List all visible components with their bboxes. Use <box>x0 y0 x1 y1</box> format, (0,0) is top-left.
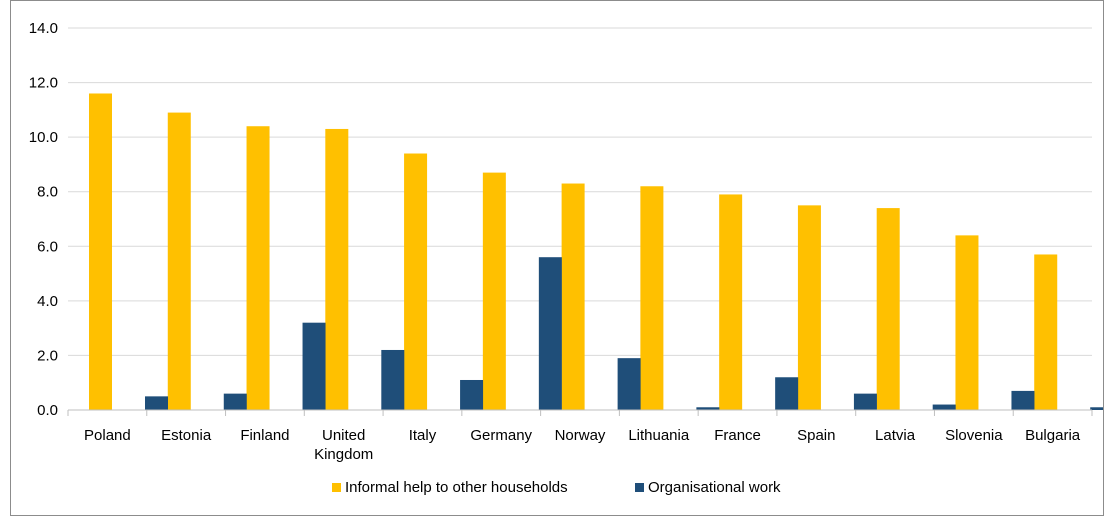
legend-label: Organisational work <box>648 479 781 496</box>
x-tick-label: France <box>714 427 761 444</box>
x-tick-label: Norway <box>555 427 606 444</box>
bar-organisational-work <box>696 407 720 410</box>
y-tick-label: 14.0 <box>29 20 58 37</box>
bar-informal-help <box>246 126 270 410</box>
bar-organisational-work <box>145 396 168 410</box>
bars <box>89 93 1110 410</box>
x-tick-label: Italy <box>409 427 437 444</box>
bar-organisational-work <box>538 257 562 410</box>
bar-organisational-work <box>381 349 405 410</box>
bar-organisational-work <box>302 322 326 410</box>
y-tick-label: 4.0 <box>37 293 58 310</box>
bar-informal-help <box>955 235 979 410</box>
bar-informal-help <box>797 205 821 410</box>
bar-organisational-work <box>775 377 799 410</box>
bar-informal-help <box>167 112 191 410</box>
bar-organisational-work <box>460 379 484 410</box>
x-tick-label: Poland <box>84 427 131 444</box>
bar-organisational-work <box>223 393 247 410</box>
bar-organisational-work <box>617 358 641 410</box>
bar-informal-help <box>1034 254 1058 410</box>
bar-informal-help <box>325 128 349 410</box>
y-tick-label: 8.0 <box>37 184 58 201</box>
y-tick-label: 10.0 <box>29 129 58 146</box>
x-axis: Poland Estonia Finland United Kingdom Italy Ge… <box>67 409 1093 463</box>
legend-swatch <box>635 483 644 492</box>
x-tick-label: Lithuania <box>628 427 690 444</box>
legend-label: Informal help to other households <box>345 479 568 496</box>
bar-informal-help <box>876 208 900 410</box>
legend-item-informal-help: Informal help to other households <box>332 479 568 496</box>
bar-informal-help <box>482 172 506 410</box>
bar-informal-help <box>719 194 743 410</box>
x-tick-label: Estonia <box>161 427 212 444</box>
chart-frame: 0.0 2.0 4.0 6.0 8.0 10.0 12.0 14.0 Poland Estoni… <box>10 0 1110 516</box>
legend-item-organisational-work: Organisational work <box>635 479 781 496</box>
x-tick-label: Spain <box>797 427 835 444</box>
x-tick-label: Kingdom <box>314 446 373 463</box>
x-tick-label: United <box>322 427 365 444</box>
y-tick-label: 12.0 <box>29 75 58 92</box>
x-tick-label: Germany <box>470 427 532 444</box>
y-axis: 0.0 2.0 4.0 6.0 8.0 10.0 12.0 14.0 <box>29 20 58 419</box>
bar-organisational-work <box>932 404 956 410</box>
bar-chart: 0.0 2.0 4.0 6.0 8.0 10.0 12.0 14.0 Poland Estoni… <box>29 20 1110 496</box>
legend: Informal help to other households Organis… <box>332 479 781 496</box>
bar-informal-help <box>640 186 664 410</box>
bar-informal-help <box>404 153 428 410</box>
x-tick-label: Slovenia <box>945 427 1003 444</box>
y-tick-label: 2.0 <box>37 347 58 364</box>
y-tick-label: 6.0 <box>37 238 58 255</box>
legend-swatch <box>332 483 341 492</box>
bar-informal-help <box>561 183 585 410</box>
x-tick-label: Finland <box>240 427 289 444</box>
y-tick-label: 0.0 <box>37 402 58 419</box>
bar-organisational-work <box>853 393 877 410</box>
bar-informal-help <box>89 93 112 410</box>
bar-organisational-work <box>1011 390 1035 410</box>
x-tick-label: Bulgaria <box>1025 427 1081 444</box>
x-tick-label: Latvia <box>875 427 916 444</box>
bar-organisational-work <box>1090 407 1110 410</box>
